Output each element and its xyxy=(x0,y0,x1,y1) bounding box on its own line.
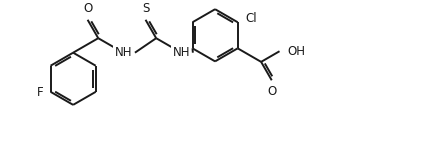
Text: O: O xyxy=(267,85,276,98)
Text: S: S xyxy=(142,2,149,15)
Text: O: O xyxy=(83,2,92,15)
Text: Cl: Cl xyxy=(246,12,257,25)
Text: NH: NH xyxy=(114,46,132,59)
Text: F: F xyxy=(37,86,44,99)
Text: OH: OH xyxy=(287,45,305,58)
Text: NH: NH xyxy=(172,46,190,59)
